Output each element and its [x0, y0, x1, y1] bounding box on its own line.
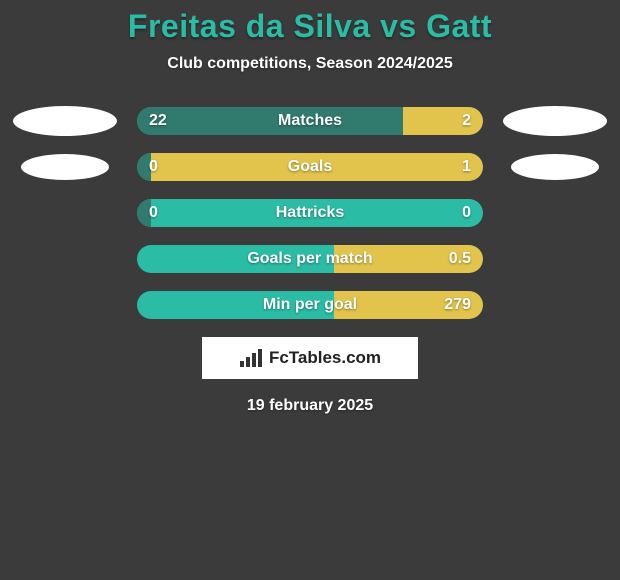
stat-row: 0Hattricks0: [0, 199, 620, 227]
stat-label: Min per goal: [137, 296, 483, 314]
stat-value-right: 1: [462, 158, 471, 176]
stat-row: 0Goals1: [0, 153, 620, 181]
stat-bar: Min per goal279: [137, 291, 483, 319]
stat-value-right: 0: [462, 204, 471, 222]
bar-chart-icon: [239, 349, 263, 367]
stat-value-right: 0.5: [449, 250, 471, 268]
player-oval-left: [21, 154, 109, 180]
brand-text: FcTables.com: [269, 348, 381, 368]
stat-label: Goals per match: [137, 250, 483, 268]
stat-row: 22Matches2: [0, 107, 620, 135]
stat-label: Hattricks: [137, 204, 483, 222]
stat-bar: Goals per match0.5: [137, 245, 483, 273]
page-subtitle: Club competitions, Season 2024/2025: [0, 55, 620, 73]
comparison-infographic: Freitas da Silva vs Gatt Club competitio…: [0, 0, 620, 580]
stat-bar: 22Matches2: [137, 107, 483, 135]
stat-value-left: 0: [149, 204, 158, 222]
player-oval-right: [511, 154, 599, 180]
brand-box: FcTables.com: [202, 337, 418, 379]
player-oval-right: [503, 106, 607, 136]
stat-value-right: 2: [462, 112, 471, 130]
page-title: Freitas da Silva vs Gatt: [0, 8, 620, 45]
stat-value-right: 279: [444, 296, 471, 314]
stat-value-left: 0: [149, 158, 158, 176]
stat-value-left: 22: [149, 112, 167, 130]
stat-bar: 0Hattricks0: [137, 199, 483, 227]
stat-row: Min per goal279: [0, 291, 620, 319]
player-oval-left: [13, 106, 117, 136]
stats-container: 22Matches20Goals10Hattricks0Goals per ma…: [0, 107, 620, 319]
stat-row: Goals per match0.5: [0, 245, 620, 273]
stat-bar: 0Goals1: [137, 153, 483, 181]
stat-label: Goals: [137, 158, 483, 176]
date-text: 19 february 2025: [0, 397, 620, 415]
stat-label: Matches: [137, 112, 483, 130]
